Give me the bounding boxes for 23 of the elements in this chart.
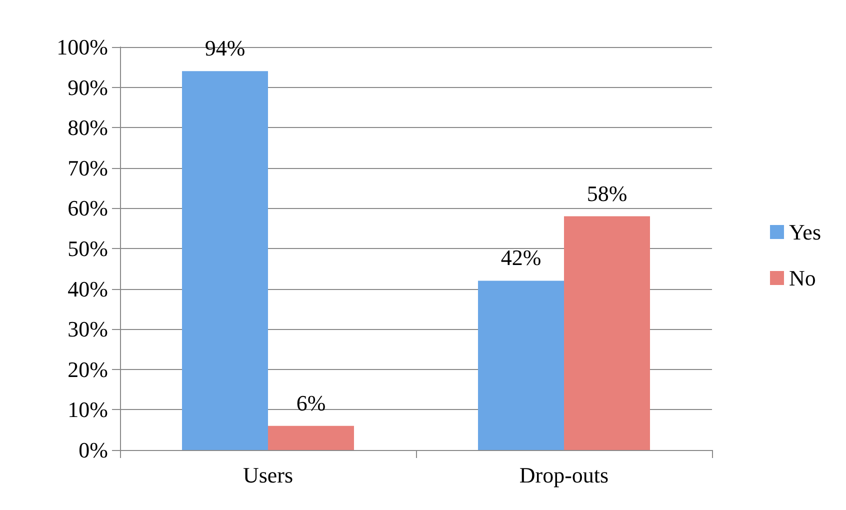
data-label: 6% [296,390,326,416]
y-tick-label: 0% [78,438,108,462]
y-tick-label: 50% [68,236,108,261]
bar [268,426,354,450]
y-tick-label: 20% [68,356,108,382]
legend-label: Yes [788,220,822,244]
y-tick-label: 40% [68,276,108,302]
bar [478,280,564,450]
y-tick-label: 70% [68,155,108,180]
legend-label: No [788,266,816,290]
x-tick-label: Drop-outs [519,462,609,488]
y-tick-label: 30% [68,316,108,342]
bar [564,216,650,450]
data-label: 58% [586,180,628,206]
y-tick-label: 90% [68,74,108,100]
y-tick-label: 60% [68,196,108,221]
x-tick-label: Users [242,462,294,488]
y-tick-label: 80% [68,115,108,140]
bar [182,71,268,450]
y-tick-label: 100% [56,34,108,60]
y-tick-label: 10% [68,397,108,422]
data-label: 94% [204,36,246,61]
data-label: 42% [500,245,542,270]
